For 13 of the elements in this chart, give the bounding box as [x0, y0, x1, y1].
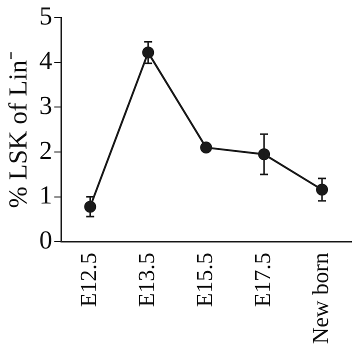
point — [200, 142, 212, 154]
y-tick-label: 1 — [39, 180, 52, 210]
x-tick-label: E17.5 — [250, 252, 276, 307]
x-tick-label: E12.5 — [76, 252, 102, 307]
y-tick-label: 3 — [39, 91, 52, 120]
y-axis-title: % LSK of Lin⁻ — [3, 51, 32, 208]
y-tick-label: 4 — [39, 46, 52, 76]
y-tick-label: 2 — [39, 136, 52, 165]
x-tick-label: E15.5 — [192, 252, 218, 307]
y-tick-label: 0 — [39, 225, 52, 254]
y-tick-label: 5 — [39, 1, 52, 30]
x-tick-label: New born — [308, 252, 334, 344]
x-tick-label: E13.5 — [134, 252, 160, 307]
